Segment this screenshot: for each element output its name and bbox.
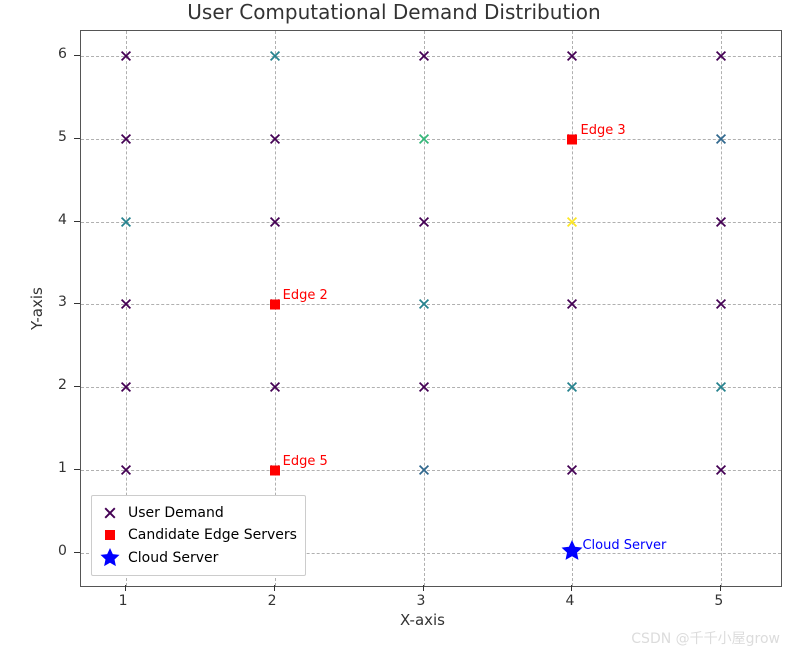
y-tick [74,303,80,304]
user-demand-marker [269,46,280,65]
user-demand-marker [120,461,131,480]
legend-label: User Demand [128,502,224,524]
x-tick-label: 2 [268,593,277,609]
x-tick [125,585,126,591]
edge-server-marker [567,129,577,148]
y-tick-label: 3 [58,294,67,310]
user-demand-marker [269,212,280,231]
x-tick-label: 1 [119,593,128,609]
cloud-server-label: Cloud Server [582,538,666,553]
user-demand-marker [716,129,727,148]
legend-row: Candidate Edge Servers [100,524,297,546]
y-tick-label: 5 [58,129,67,145]
legend-row: Cloud Server [100,547,297,569]
watermark-text: CSDN @千千小屋grow [631,628,780,648]
y-tick [74,138,80,139]
gridline-h [81,470,781,471]
y-tick-label: 1 [58,460,67,476]
user-demand-marker [269,129,280,148]
gridline-h [81,387,781,388]
chart-title: User Computational Demand Distribution [0,0,788,24]
user-demand-marker [269,378,280,397]
x-tick-label: 5 [714,593,723,609]
user-demand-marker [567,461,578,480]
legend-marker-icon [100,530,120,540]
legend-label: Candidate Edge Servers [128,524,297,546]
edge-server-label: Edge 3 [580,123,625,138]
user-demand-marker [120,295,131,314]
y-axis-label: Y-axis [28,287,46,330]
y-tick-label: 6 [58,46,67,62]
x-tick-label: 3 [417,593,426,609]
y-tick-label: 4 [58,212,67,228]
user-demand-marker [567,378,578,397]
gridline-h [81,56,781,57]
edge-server-label: Edge 5 [283,454,328,469]
user-demand-marker [716,46,727,65]
user-demand-marker [418,461,429,480]
user-demand-marker [120,212,131,231]
edge-server-marker [270,461,280,480]
x-tick [571,585,572,591]
user-demand-marker [418,378,429,397]
legend: User DemandCandidate Edge ServersCloud S… [91,495,306,576]
x-tick [423,585,424,591]
edge-server-label: Edge 2 [283,288,328,303]
user-demand-marker [716,461,727,480]
user-demand-marker [120,46,131,65]
y-tick [74,469,80,470]
edge-server-marker [270,295,280,314]
x-tick-label: 4 [565,593,574,609]
user-demand-marker [567,212,578,231]
cloud-server-marker [561,540,583,566]
gridline-h [81,222,781,223]
x-tick [720,585,721,591]
legend-label: Cloud Server [128,547,218,569]
y-tick [74,552,80,553]
user-demand-marker [716,378,727,397]
x-axis-label: X-axis [400,611,445,629]
user-demand-marker [120,378,131,397]
user-demand-marker [418,46,429,65]
y-tick-label: 0 [58,543,67,559]
user-demand-marker [716,295,727,314]
user-demand-marker [418,212,429,231]
user-demand-marker [567,46,578,65]
legend-row: User Demand [100,502,297,524]
user-demand-marker [418,295,429,314]
user-demand-marker [418,129,429,148]
user-demand-marker [120,129,131,148]
plot-area: Edge 2Edge 3Edge 5Cloud ServerUser Deman… [80,30,782,587]
legend-marker-icon [100,507,120,519]
y-tick-label: 2 [58,377,67,393]
y-tick [74,221,80,222]
gridline-h [81,139,781,140]
user-demand-marker [716,212,727,231]
y-tick [74,55,80,56]
x-tick [274,585,275,591]
gridline-h [81,304,781,305]
y-tick [74,386,80,387]
user-demand-marker [567,295,578,314]
legend-marker-icon [100,548,120,568]
